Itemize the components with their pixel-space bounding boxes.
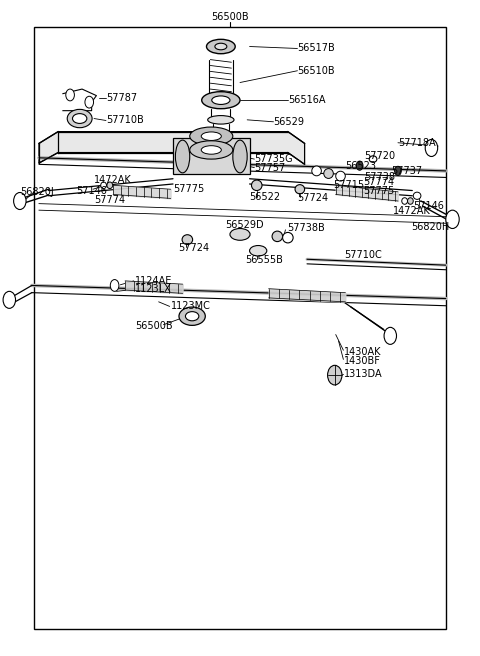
- Text: 1313DA: 1313DA: [344, 369, 383, 379]
- Text: 57735G: 57735G: [254, 154, 293, 164]
- Ellipse shape: [252, 180, 262, 190]
- Circle shape: [327, 365, 342, 385]
- Text: 56517B: 56517B: [298, 43, 335, 54]
- Ellipse shape: [312, 166, 322, 176]
- Ellipse shape: [107, 182, 113, 188]
- Ellipse shape: [230, 228, 250, 240]
- Ellipse shape: [202, 92, 240, 109]
- Circle shape: [13, 192, 26, 209]
- Text: 57710C: 57710C: [344, 250, 382, 260]
- Ellipse shape: [201, 132, 221, 140]
- Text: 56529: 56529: [274, 117, 304, 127]
- Text: 57738B: 57738B: [287, 224, 324, 234]
- Ellipse shape: [179, 307, 205, 325]
- Text: 56516A: 56516A: [288, 95, 325, 105]
- Circle shape: [3, 291, 15, 308]
- Ellipse shape: [72, 113, 87, 123]
- Circle shape: [384, 327, 396, 344]
- Text: 56555B: 56555B: [245, 255, 283, 265]
- Text: 57738: 57738: [364, 173, 396, 182]
- Ellipse shape: [402, 197, 408, 204]
- Text: 57146: 57146: [76, 186, 107, 195]
- Ellipse shape: [190, 127, 233, 146]
- Bar: [34, 27, 446, 629]
- Circle shape: [85, 96, 94, 108]
- Text: 56820J: 56820J: [20, 187, 54, 197]
- Circle shape: [110, 279, 119, 291]
- Text: 57774: 57774: [94, 195, 125, 205]
- Text: 56523: 56523: [345, 161, 376, 171]
- Ellipse shape: [175, 140, 190, 173]
- Text: 56500B: 56500B: [135, 321, 172, 331]
- Circle shape: [66, 89, 74, 101]
- Ellipse shape: [67, 110, 92, 128]
- Ellipse shape: [206, 39, 235, 54]
- Text: 56529D: 56529D: [226, 220, 264, 230]
- Text: 56820H: 56820H: [411, 222, 450, 232]
- Circle shape: [425, 140, 438, 157]
- Ellipse shape: [408, 197, 413, 204]
- Text: 57787: 57787: [106, 92, 137, 102]
- Text: 1124AE: 1124AE: [135, 276, 172, 286]
- Ellipse shape: [201, 146, 221, 154]
- Ellipse shape: [215, 43, 227, 50]
- Text: 56500B: 56500B: [212, 12, 249, 22]
- Ellipse shape: [272, 231, 283, 241]
- Ellipse shape: [182, 235, 192, 245]
- Text: 57715: 57715: [333, 180, 364, 190]
- Ellipse shape: [324, 169, 333, 178]
- Ellipse shape: [208, 115, 234, 124]
- Circle shape: [446, 210, 459, 228]
- Ellipse shape: [190, 141, 233, 159]
- Ellipse shape: [336, 171, 345, 181]
- Text: 57146: 57146: [413, 201, 444, 211]
- Circle shape: [395, 167, 401, 175]
- Text: 57718A: 57718A: [398, 138, 435, 148]
- FancyBboxPatch shape: [173, 138, 250, 174]
- Text: 56522: 56522: [250, 192, 281, 202]
- Text: 1123LX: 1123LX: [135, 285, 171, 295]
- Ellipse shape: [369, 156, 377, 163]
- Text: 57710B: 57710B: [106, 115, 144, 125]
- Ellipse shape: [212, 96, 230, 104]
- Text: 1123MC: 1123MC: [170, 301, 210, 312]
- Ellipse shape: [250, 245, 267, 256]
- Ellipse shape: [413, 192, 421, 199]
- Text: 57757: 57757: [254, 163, 286, 173]
- Text: 57724: 57724: [178, 243, 209, 253]
- Ellipse shape: [185, 312, 199, 321]
- Text: 57774: 57774: [363, 177, 395, 187]
- Text: 1472AK: 1472AK: [393, 207, 431, 216]
- Ellipse shape: [233, 140, 247, 173]
- Text: 57720: 57720: [364, 151, 396, 161]
- Text: 1472AK: 1472AK: [94, 175, 132, 185]
- Text: 57775: 57775: [363, 186, 395, 195]
- Text: 56510B: 56510B: [298, 66, 335, 75]
- Text: 1430BF: 1430BF: [344, 356, 381, 366]
- Ellipse shape: [101, 182, 107, 188]
- Ellipse shape: [295, 184, 305, 194]
- Polygon shape: [39, 132, 305, 165]
- Ellipse shape: [283, 232, 293, 243]
- Circle shape: [356, 161, 363, 171]
- Text: 57737: 57737: [391, 166, 422, 176]
- Text: 1430AK: 1430AK: [344, 346, 382, 357]
- Text: 57724: 57724: [298, 194, 328, 203]
- Text: 57775: 57775: [173, 184, 204, 194]
